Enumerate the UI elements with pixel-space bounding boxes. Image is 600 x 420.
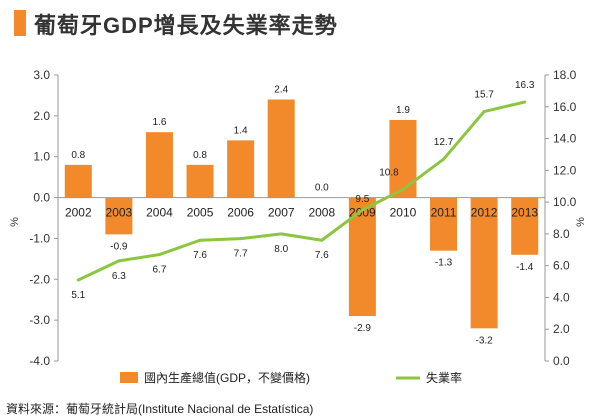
category-label: 2008 [308, 206, 335, 220]
right-tick-label: 4.0 [553, 290, 570, 304]
right-tick-label: 0.0 [553, 354, 570, 368]
unemployment-point [157, 253, 161, 257]
gdp-value-label: 0.0 [315, 183, 329, 194]
unemployment-point [442, 157, 446, 161]
unemployment-point [523, 100, 527, 104]
unemployment-value-label: 15.7 [474, 90, 494, 101]
gdp-value-label: 2.4 [274, 85, 288, 96]
right-axis-label: % [575, 217, 587, 227]
category-label: 2011 [431, 206, 457, 220]
gdp-bar [511, 197, 539, 255]
right-tick-label: 6.0 [553, 259, 570, 273]
category-label: 2007 [268, 206, 295, 220]
category-label: 2002 [65, 206, 92, 220]
source-note: 資料來源：葡萄牙統計局(Institute Nacional de Estatí… [6, 402, 314, 416]
left-tick-label: -4.0 [29, 354, 50, 368]
category-label: 2004 [146, 206, 173, 220]
gdp-bar [267, 99, 295, 198]
gdp-bar [389, 119, 417, 198]
gdp-bar [145, 132, 173, 198]
unemployment-value-label: 7.6 [315, 250, 329, 261]
gdp-value-label: -1.4 [516, 262, 534, 273]
category-label: 2010 [390, 206, 417, 220]
right-tick-label: 16.0 [553, 100, 577, 114]
page-title: 葡萄牙GDP增長及失業率走勢 [34, 13, 338, 38]
gdp-bar [105, 197, 133, 235]
gdp-value-label: 0.8 [71, 150, 85, 161]
unemployment-point [320, 238, 324, 242]
right-tick-label: 10.0 [553, 195, 577, 209]
legend-label-gdp: 國內生產總值(GDP，不變價格) [144, 370, 310, 385]
gdp-bar [430, 197, 458, 251]
unemployment-point [198, 238, 202, 242]
unemployment-value-label: 7.7 [234, 249, 248, 260]
left-tick-label: -1.0 [29, 231, 50, 245]
left-tick-label: -2.0 [29, 272, 50, 286]
right-tick-label: 18.0 [553, 68, 577, 82]
title-accent-bar [14, 10, 26, 36]
legend-label-unemployment: 失業率 [426, 370, 462, 385]
unemployment-point [482, 110, 486, 114]
unemployment-point [76, 278, 80, 282]
unemployment-value-label: 8.0 [274, 244, 288, 255]
category-label: 2013 [511, 206, 538, 220]
unemployment-point [279, 232, 283, 236]
category-label: 2005 [187, 206, 214, 220]
unemployment-point [401, 187, 405, 191]
gdp-bar [64, 164, 92, 198]
category-label: 2006 [227, 206, 254, 220]
unemployment-value-label: 5.1 [71, 290, 85, 301]
category-label: 2003 [106, 206, 133, 220]
unemployment-value-label: 7.6 [193, 250, 207, 261]
category-label: 2012 [471, 206, 498, 220]
unemployment-value-label: 16.3 [515, 80, 535, 91]
right-tick-label: 14.0 [553, 132, 577, 146]
left-tick-label: 1.0 [33, 150, 50, 164]
right-tick-label: 12.0 [553, 163, 577, 177]
unemployment-point [239, 237, 243, 241]
gdp-value-label: -0.9 [110, 241, 128, 252]
gdp-bar [186, 164, 214, 198]
left-axis-label: % [9, 217, 21, 227]
unemployment-value-label: 6.3 [112, 271, 126, 282]
gdp-value-label: 0.8 [193, 150, 207, 161]
gdp-value-label: -3.2 [476, 335, 494, 346]
unemployment-point [117, 259, 121, 263]
gdp-value-label: 1.6 [153, 117, 167, 128]
unemployment-value-label: 9.5 [355, 194, 369, 205]
gdp-bar [227, 140, 255, 198]
right-tick-label: 2.0 [553, 322, 570, 336]
left-tick-label: -3.0 [29, 313, 50, 327]
left-tick-label: 2.0 [33, 109, 50, 123]
unemployment-value-label: 6.7 [153, 265, 167, 276]
unemployment-value-label: 12.7 [434, 137, 454, 148]
unemployment-value-label: 10.8 [379, 167, 399, 178]
unemployment-line [77, 100, 526, 282]
left-tick-label: 3.0 [33, 68, 50, 82]
left-tick-label: 0.0 [33, 191, 50, 205]
legend-swatch-gdp [120, 372, 138, 383]
gdp-value-label: 1.4 [234, 125, 248, 136]
gdp-value-label: -2.9 [354, 323, 372, 334]
right-tick-label: 8.0 [553, 227, 570, 241]
unemployment-point [360, 208, 364, 212]
gdp-value-label: 1.9 [396, 105, 410, 116]
gdp-bar [470, 197, 498, 329]
gdp-value-label: -1.3 [435, 258, 453, 269]
